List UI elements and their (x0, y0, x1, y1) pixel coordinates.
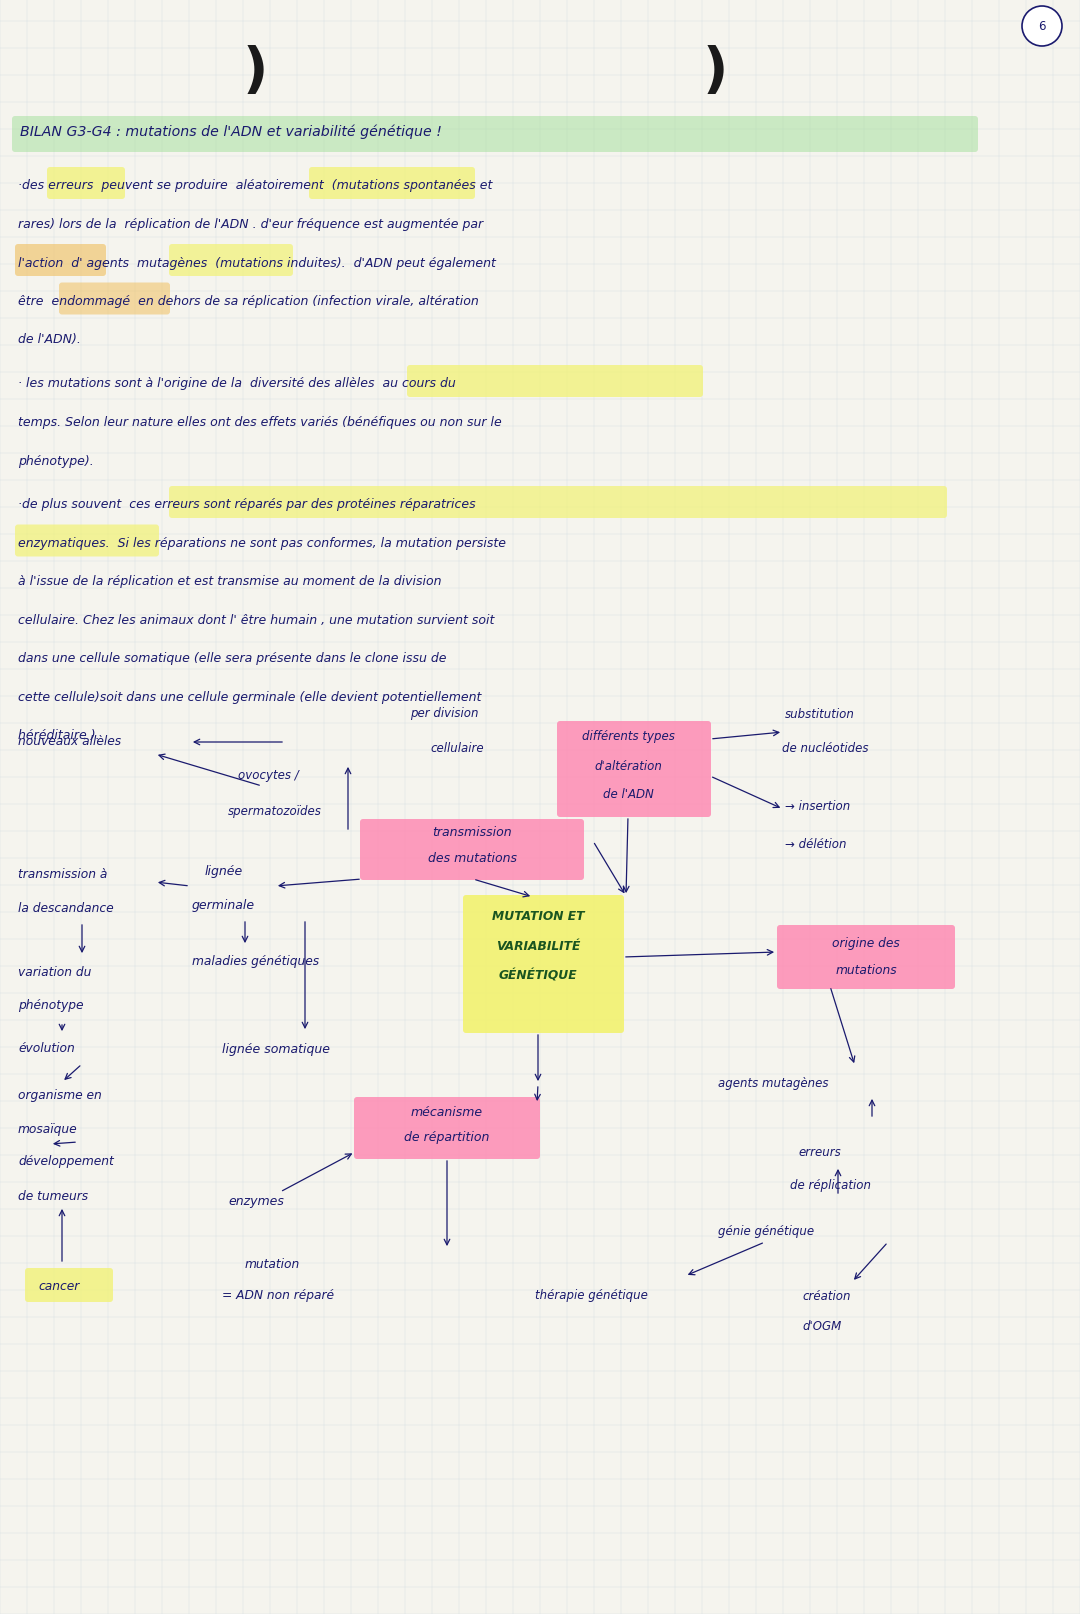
Text: ): ) (702, 45, 728, 98)
Text: l'action  d' agents  mutagènes  (mutations induites).  d'ADN peut également: l'action d' agents mutagènes (mutations … (18, 257, 496, 270)
Text: organisme en: organisme en (18, 1089, 102, 1102)
Text: mécanisme: mécanisme (410, 1106, 483, 1119)
FancyBboxPatch shape (463, 896, 624, 1033)
Text: mutations: mutations (835, 965, 896, 978)
Text: nouveaux allèles: nouveaux allèles (18, 736, 121, 749)
Text: d'OGM: d'OGM (802, 1320, 841, 1333)
Text: 6: 6 (1038, 19, 1045, 32)
Text: agents mutagènes: agents mutagènes (718, 1078, 828, 1091)
Text: de réplication: de réplication (789, 1180, 870, 1193)
FancyBboxPatch shape (168, 486, 947, 518)
Text: mosaïque: mosaïque (18, 1122, 78, 1136)
Text: temps. Selon leur nature elles ont des effets variés (bénéfiques ou non sur le: temps. Selon leur nature elles ont des e… (18, 416, 502, 429)
Text: cellulaire. Chez les animaux dont l' être humain , une mutation survient soit: cellulaire. Chez les animaux dont l' êtr… (18, 613, 495, 626)
FancyBboxPatch shape (309, 166, 475, 199)
Text: · les mutations sont à l'origine de la  diversité des allèles  au cours du: · les mutations sont à l'origine de la d… (18, 378, 456, 391)
Text: phénotype: phénotype (18, 999, 83, 1012)
FancyBboxPatch shape (15, 244, 106, 276)
Text: héréditaire ).: héréditaire ). (18, 730, 99, 742)
Text: ovocytes /: ovocytes / (238, 770, 299, 783)
Text: substitution: substitution (785, 707, 855, 720)
Text: VARIABILITÉ: VARIABILITÉ (496, 939, 580, 952)
Text: cette cellule)soit dans une cellule germinale (elle devient potentiellement: cette cellule)soit dans une cellule germ… (18, 691, 482, 704)
Text: MUTATION ET: MUTATION ET (491, 910, 584, 923)
Text: BILAN G3-G4 : mutations de l'ADN et variabilité génétique !: BILAN G3-G4 : mutations de l'ADN et vari… (21, 124, 442, 139)
Text: mutation: mutation (245, 1257, 300, 1270)
FancyBboxPatch shape (407, 365, 703, 397)
Text: transmission: transmission (432, 826, 512, 839)
FancyBboxPatch shape (360, 818, 584, 880)
Text: = ADN non réparé: = ADN non réparé (222, 1290, 334, 1302)
FancyBboxPatch shape (168, 244, 293, 276)
Text: lignée: lignée (205, 865, 243, 878)
Text: GÉNÉTIQUE: GÉNÉTIQUE (499, 970, 578, 983)
Text: dans une cellule somatique (elle sera présente dans le clone issu de: dans une cellule somatique (elle sera pr… (18, 652, 446, 665)
FancyBboxPatch shape (25, 1269, 113, 1302)
Text: de l'ADN).: de l'ADN). (18, 334, 81, 347)
FancyBboxPatch shape (777, 925, 955, 989)
Text: → insertion: → insertion (785, 799, 850, 812)
Text: des mutations: des mutations (428, 852, 516, 865)
Text: la descandance: la descandance (18, 902, 113, 915)
Text: spermatozoïdes: spermatozoïdes (228, 805, 322, 818)
Text: de nucléotides: de nucléotides (782, 742, 868, 755)
Text: ): ) (242, 45, 268, 98)
FancyBboxPatch shape (557, 721, 711, 817)
Text: origine des: origine des (832, 938, 900, 951)
Circle shape (1022, 6, 1062, 47)
FancyBboxPatch shape (59, 282, 170, 315)
Text: développement: développement (18, 1156, 113, 1169)
Text: être  endommagé  en dehors de sa réplication (infection virale, altération: être endommagé en dehors de sa réplicati… (18, 295, 478, 308)
FancyBboxPatch shape (12, 116, 978, 152)
Text: différents types: différents types (581, 730, 674, 742)
Text: lignée somatique: lignée somatique (222, 1043, 330, 1056)
FancyBboxPatch shape (354, 1098, 540, 1159)
Text: maladies génétiques: maladies génétiques (192, 955, 319, 968)
Text: enzymatiques.  Si les réparations ne sont pas conformes, la mutation persiste: enzymatiques. Si les réparations ne sont… (18, 537, 507, 550)
Text: erreurs: erreurs (798, 1146, 840, 1159)
Text: à l'issue de la réplication et est transmise au moment de la division: à l'issue de la réplication et est trans… (18, 576, 442, 589)
Text: ·des erreurs  peuvent se produire  aléatoirement  (mutations spontanées et: ·des erreurs peuvent se produire aléatoi… (18, 179, 492, 192)
Text: cellulaire: cellulaire (430, 742, 484, 755)
Text: de tumeurs: de tumeurs (18, 1190, 89, 1202)
Text: → délétion: → délétion (785, 838, 847, 851)
Text: cancer: cancer (38, 1280, 79, 1293)
Text: évolution: évolution (18, 1043, 75, 1056)
Text: ·de plus souvent  ces erreurs sont réparés par des protéines réparatrices: ·de plus souvent ces erreurs sont réparé… (18, 499, 475, 512)
Text: transmission à: transmission à (18, 867, 107, 881)
Text: enzymes: enzymes (228, 1196, 284, 1209)
Text: de l'ADN: de l'ADN (603, 788, 653, 801)
Text: thérapie génétique: thérapie génétique (535, 1290, 648, 1302)
FancyBboxPatch shape (48, 166, 125, 199)
FancyBboxPatch shape (15, 525, 159, 557)
Text: germinale: germinale (192, 899, 255, 912)
Text: création: création (802, 1290, 851, 1302)
Text: per division: per division (410, 707, 478, 720)
Text: variation du: variation du (18, 965, 92, 978)
Text: phénotype).: phénotype). (18, 455, 94, 468)
Text: de répartition: de répartition (404, 1131, 489, 1144)
Text: génie génétique: génie génétique (718, 1225, 814, 1238)
Text: rares) lors de la  réplication de l'ADN . d'eur fréquence est augmentée par: rares) lors de la réplication de l'ADN .… (18, 218, 483, 231)
Text: d'altération: d'altération (594, 760, 662, 773)
